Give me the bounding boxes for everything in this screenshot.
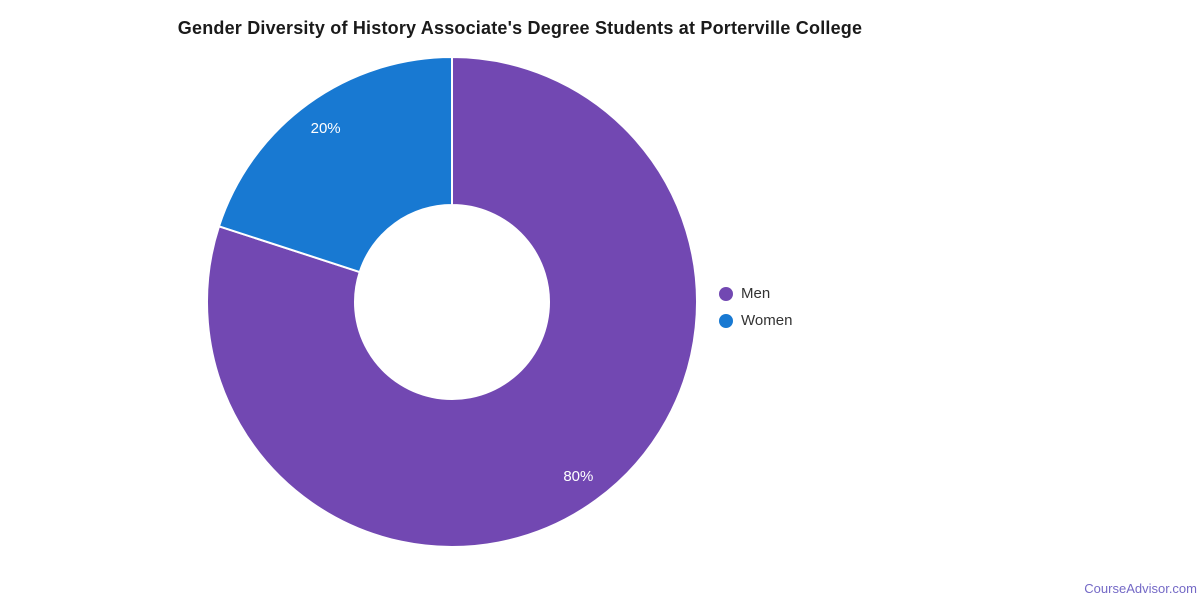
- pie-slice-women[interactable]: [217, 56, 453, 274]
- legend-dot-women: [719, 313, 733, 328]
- legend-item-women[interactable]: Women: [719, 307, 792, 334]
- legend: Men Women: [719, 280, 792, 334]
- pie-slice-men[interactable]: [206, 56, 698, 548]
- legend-item-men[interactable]: Men: [719, 280, 792, 307]
- legend-dot-men: [719, 286, 733, 301]
- legend-label: Men: [741, 285, 771, 302]
- courseadvisor-link[interactable]: CourseAdvisor.com: [1084, 581, 1197, 596]
- chart-title: Gender Diversity of History Associate's …: [177, 18, 863, 38]
- legend-label: Women: [741, 312, 793, 329]
